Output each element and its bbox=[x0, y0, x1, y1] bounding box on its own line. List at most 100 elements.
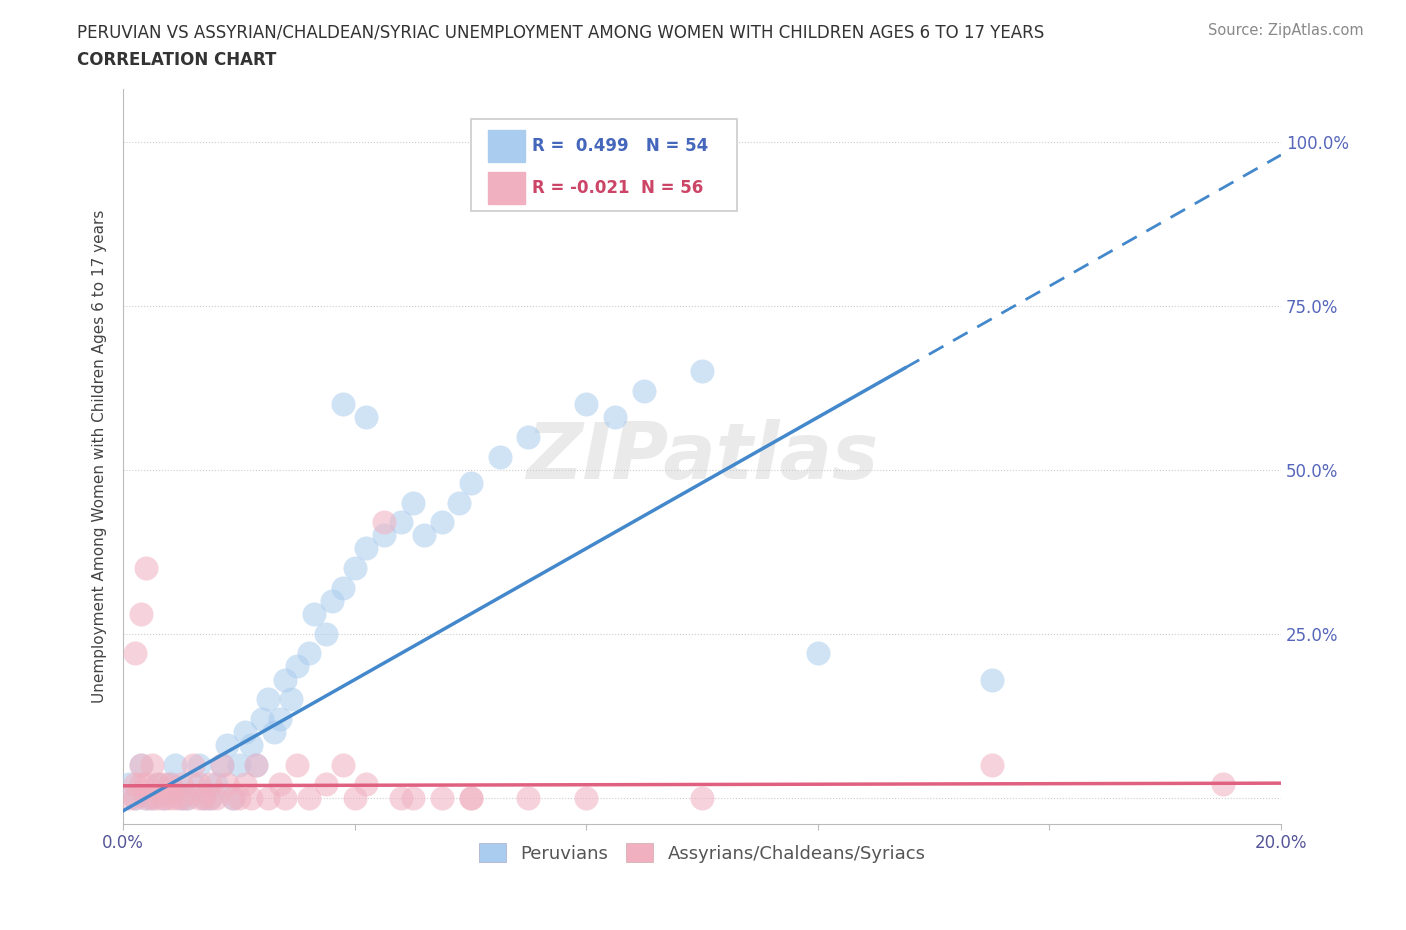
Point bbox=[146, 777, 169, 792]
Point bbox=[239, 790, 262, 805]
Point bbox=[153, 790, 176, 805]
Point bbox=[193, 790, 215, 805]
Point bbox=[257, 692, 280, 707]
Point bbox=[228, 757, 250, 772]
Point bbox=[129, 757, 152, 772]
Point bbox=[460, 790, 482, 805]
Point bbox=[153, 790, 176, 805]
Point bbox=[343, 790, 366, 805]
Point bbox=[187, 757, 209, 772]
Point bbox=[198, 777, 221, 792]
Point bbox=[170, 790, 193, 805]
Point bbox=[633, 383, 655, 398]
Point bbox=[141, 790, 163, 805]
Point bbox=[1212, 777, 1234, 792]
Point bbox=[135, 561, 157, 576]
Point bbox=[181, 777, 204, 792]
Point bbox=[575, 397, 598, 412]
Point bbox=[222, 790, 245, 805]
Point bbox=[332, 757, 354, 772]
Point bbox=[430, 514, 453, 529]
Point bbox=[159, 777, 181, 792]
Point bbox=[488, 449, 510, 464]
Text: ZIPatlas: ZIPatlas bbox=[526, 418, 879, 495]
Point bbox=[269, 777, 291, 792]
FancyBboxPatch shape bbox=[488, 172, 524, 205]
Legend: Peruvians, Assyrians/Chaldeans/Syriacs: Peruvians, Assyrians/Chaldeans/Syriacs bbox=[471, 836, 932, 870]
Text: R =  0.499   N = 54: R = 0.499 N = 54 bbox=[531, 137, 709, 155]
Point bbox=[517, 430, 540, 445]
Point bbox=[239, 737, 262, 752]
Point bbox=[159, 777, 181, 792]
Point bbox=[118, 777, 141, 792]
Point bbox=[205, 790, 228, 805]
Point bbox=[153, 777, 176, 792]
Point bbox=[980, 672, 1002, 687]
Point bbox=[245, 757, 267, 772]
Point bbox=[389, 514, 412, 529]
Text: PERUVIAN VS ASSYRIAN/CHALDEAN/SYRIAC UNEMPLOYMENT AMONG WOMEN WITH CHILDREN AGES: PERUVIAN VS ASSYRIAN/CHALDEAN/SYRIAC UNE… bbox=[77, 23, 1045, 41]
Point bbox=[176, 790, 198, 805]
Point bbox=[332, 580, 354, 595]
Point bbox=[285, 659, 308, 674]
Point bbox=[198, 790, 221, 805]
Point bbox=[124, 777, 146, 792]
Point bbox=[274, 672, 297, 687]
Point bbox=[373, 514, 395, 529]
Point bbox=[343, 561, 366, 576]
Point bbox=[315, 626, 337, 641]
Point bbox=[297, 790, 319, 805]
Point bbox=[135, 777, 157, 792]
Point bbox=[205, 777, 228, 792]
Point bbox=[315, 777, 337, 792]
Point bbox=[165, 757, 187, 772]
Point bbox=[245, 757, 267, 772]
Point bbox=[124, 646, 146, 661]
Point bbox=[807, 646, 830, 661]
Point bbox=[135, 790, 157, 805]
Point bbox=[402, 495, 425, 510]
Point bbox=[211, 757, 233, 772]
Point bbox=[402, 790, 425, 805]
Point bbox=[187, 777, 209, 792]
Text: CORRELATION CHART: CORRELATION CHART bbox=[77, 51, 277, 69]
Point bbox=[141, 790, 163, 805]
Point bbox=[129, 777, 152, 792]
Point bbox=[222, 790, 245, 805]
Point bbox=[373, 528, 395, 543]
Point bbox=[575, 790, 598, 805]
Point bbox=[170, 790, 193, 805]
Point bbox=[129, 606, 152, 621]
Point bbox=[198, 790, 221, 805]
Point bbox=[321, 593, 343, 608]
Point bbox=[304, 606, 326, 621]
Point bbox=[176, 790, 198, 805]
Text: Source: ZipAtlas.com: Source: ZipAtlas.com bbox=[1208, 23, 1364, 38]
Point bbox=[356, 410, 378, 425]
Point bbox=[228, 790, 250, 805]
Point bbox=[233, 777, 256, 792]
Point bbox=[129, 757, 152, 772]
Point bbox=[605, 410, 627, 425]
Point bbox=[356, 777, 378, 792]
Point bbox=[460, 475, 482, 490]
Point bbox=[124, 790, 146, 805]
Point bbox=[181, 757, 204, 772]
Y-axis label: Unemployment Among Women with Children Ages 6 to 17 years: Unemployment Among Women with Children A… bbox=[93, 210, 107, 703]
Point bbox=[217, 737, 239, 752]
Point bbox=[135, 790, 157, 805]
Point bbox=[517, 790, 540, 805]
FancyBboxPatch shape bbox=[488, 130, 524, 162]
Point bbox=[252, 711, 274, 726]
Point bbox=[274, 790, 297, 805]
Point bbox=[269, 711, 291, 726]
Point bbox=[690, 790, 713, 805]
Point bbox=[146, 790, 169, 805]
Point bbox=[389, 790, 412, 805]
Point bbox=[447, 495, 470, 510]
Point bbox=[297, 646, 319, 661]
Point bbox=[257, 790, 280, 805]
Point bbox=[141, 757, 163, 772]
Point bbox=[430, 790, 453, 805]
FancyBboxPatch shape bbox=[471, 119, 737, 210]
